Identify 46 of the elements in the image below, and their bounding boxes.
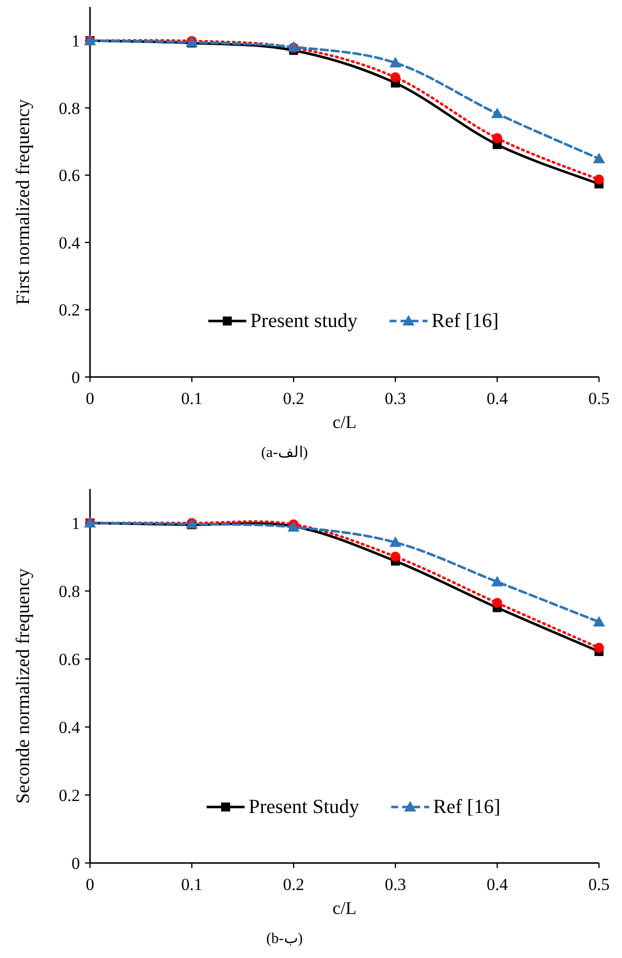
point (594, 642, 604, 653)
x-axis-title: c/L (332, 412, 356, 432)
y-tick-label: 0.4 (58, 718, 80, 737)
x-tick-label: 0.1 (181, 389, 202, 408)
point (390, 552, 400, 562)
point (491, 108, 504, 118)
y-axis-title: Seconde normalized frequency (13, 568, 34, 804)
y-tick-label: 0.6 (58, 166, 80, 186)
y-tick-label: 0.4 (58, 233, 80, 252)
x-axis-title: c/L (332, 898, 356, 918)
legend-label: Present Study (248, 796, 360, 818)
x-tick-label: 0 (86, 389, 94, 408)
x-tick-label: 0.3 (384, 389, 406, 408)
y-tick-label: 0.8 (58, 582, 80, 601)
text: (b-ب) (266, 931, 303, 947)
legend-label: Present study (250, 310, 358, 332)
y-tick-label: 0.6 (58, 650, 80, 669)
point (389, 536, 402, 547)
x-tick-label: 0.1 (181, 875, 202, 894)
y-tick-label: 0 (72, 368, 80, 387)
y-axis-title: First normalized frequency (13, 98, 34, 305)
x-tick-label: 0 (86, 875, 94, 894)
text: (a-الف) (261, 445, 308, 461)
legend-label: Ref [16] (432, 310, 499, 332)
point (390, 72, 400, 82)
y-tick-label: 0 (72, 854, 80, 873)
point (492, 133, 502, 144)
y-tick-label: 0.2 (58, 300, 80, 320)
y-tick-label: 0.8 (58, 98, 80, 118)
x-tick-label: 0.5 (588, 875, 610, 894)
point (593, 616, 605, 626)
point (593, 152, 605, 164)
x-tick-label: 0.5 (588, 389, 610, 408)
x-tick-label: 0.2 (282, 875, 304, 894)
point (389, 56, 402, 68)
legend-label: Ref [16] (433, 796, 500, 818)
x-tick-label: 0.4 (486, 875, 508, 894)
point (492, 598, 502, 608)
x-tick-label: 0.4 (486, 389, 508, 408)
y-tick-label: 1 (72, 32, 80, 51)
point (594, 174, 604, 185)
x-tick-label: 0.2 (282, 389, 304, 408)
point (491, 576, 504, 586)
x-tick-label: 0.3 (384, 875, 406, 894)
y-tick-label: 1 (72, 514, 80, 533)
y-tick-label: 0.2 (58, 786, 80, 805)
